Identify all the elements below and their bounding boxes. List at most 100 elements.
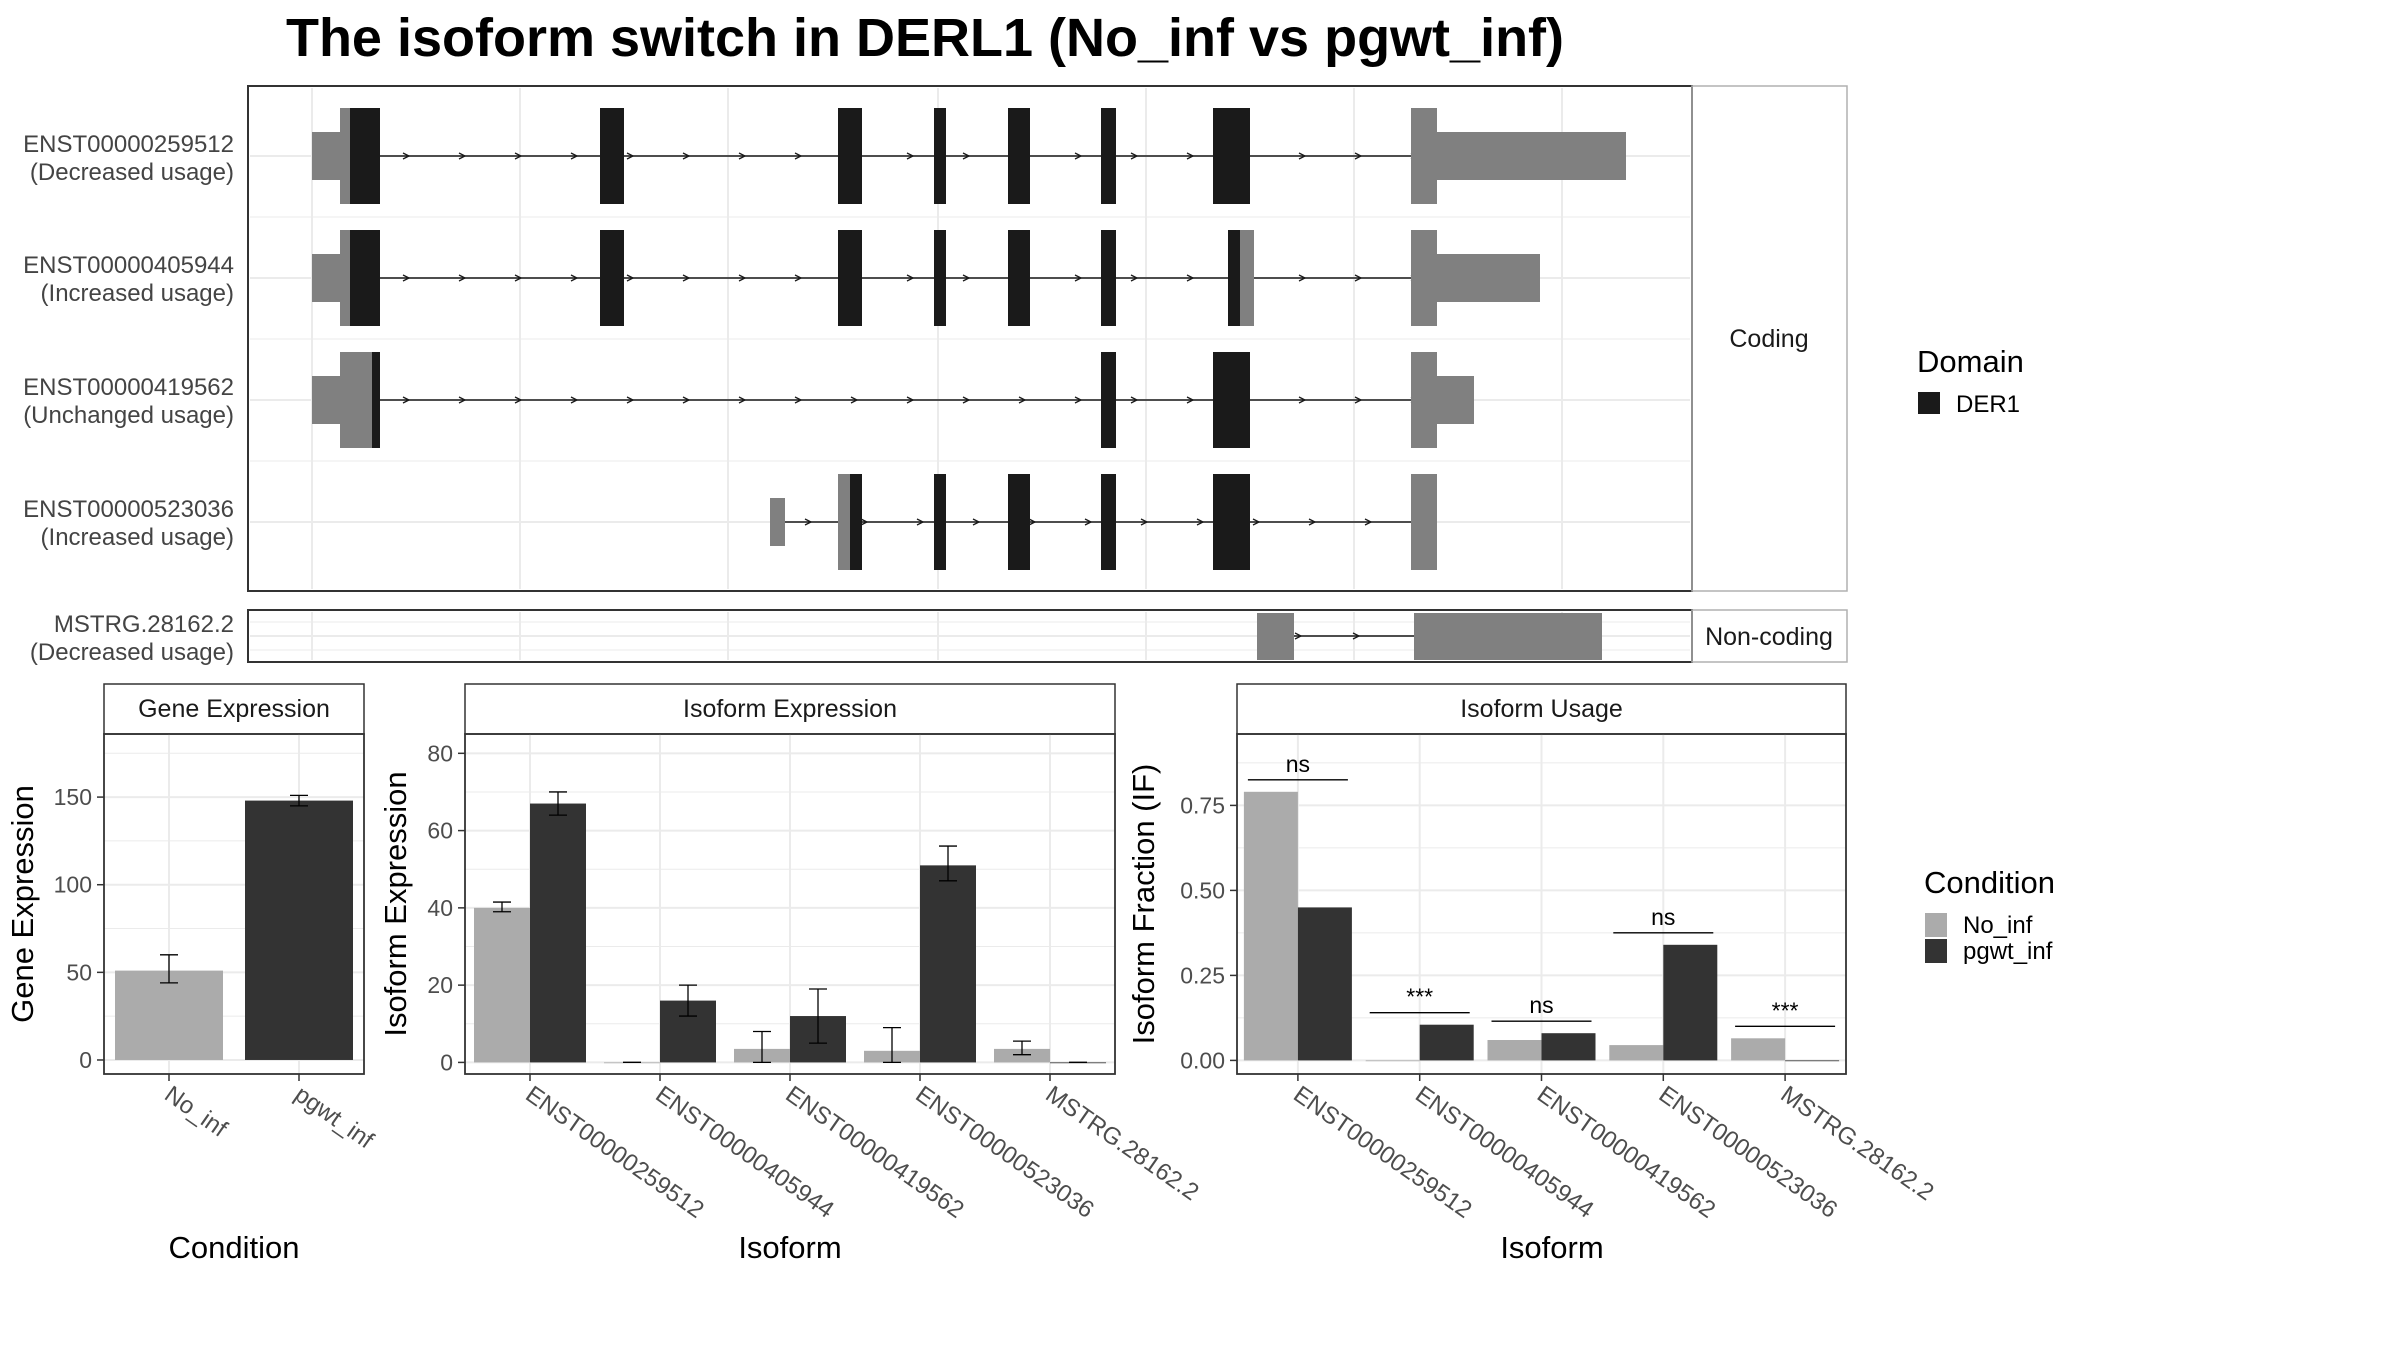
cds-exon — [934, 474, 946, 570]
utr-exon — [1411, 352, 1437, 448]
significance-label: *** — [1772, 997, 1799, 1023]
intron-arrow — [962, 152, 971, 160]
bar — [115, 970, 223, 1060]
intron-arrow — [794, 274, 803, 282]
bar — [474, 907, 530, 1063]
intron-arrow — [1130, 396, 1139, 404]
y-tick-label: 0.25 — [1180, 962, 1225, 988]
cds-exon — [350, 230, 380, 326]
intron-arrow — [962, 396, 971, 404]
intron-arrow — [1298, 152, 1307, 160]
cds-exon — [1101, 230, 1116, 326]
intron-arrow — [860, 518, 869, 526]
intron-arrow — [626, 396, 635, 404]
chart-title: Gene Expression — [138, 695, 330, 723]
utr-exon — [838, 474, 850, 570]
plot-frame — [103, 733, 365, 1075]
utr-exon — [1240, 230, 1254, 326]
transcript-id: MSTRG.28162.2 — [54, 611, 234, 638]
transcript-structure: Coding Non-coding ENST00000259512 (Decre… — [23, 85, 1848, 666]
intron-arrow — [738, 274, 747, 282]
coding-strip — [1691, 85, 1848, 592]
utr-exon — [1411, 230, 1437, 326]
utr-exon — [1437, 254, 1540, 302]
isoform-usage-chart: Isoform Usage0.000.250.500.75nsENST00000… — [1126, 683, 1939, 1265]
intron-arrow — [570, 274, 579, 282]
transcript-track — [312, 352, 1474, 448]
intron-arrow — [1074, 396, 1083, 404]
intron-arrow — [1028, 518, 1037, 526]
cds-exon — [1101, 108, 1116, 204]
x-tick-label: No_inf — [160, 1081, 233, 1143]
transcript-id: ENST00000419562 — [23, 374, 234, 401]
utr-exon — [1414, 613, 1602, 660]
intron-arrow — [1130, 274, 1139, 282]
intron-arrow — [906, 274, 915, 282]
transcript-id: ENST00000405944 — [23, 252, 234, 279]
intron-arrow — [402, 152, 411, 160]
bar — [1365, 1060, 1420, 1062]
cds-exon — [1101, 474, 1116, 570]
utr-exon — [340, 108, 350, 204]
transcript-track — [312, 230, 1540, 326]
cds-exon — [350, 108, 380, 204]
cds-exon — [1213, 352, 1250, 448]
noncoding-strip — [1691, 609, 1848, 663]
cds-exon — [600, 108, 624, 204]
transcript-status: (Decreased usage) — [30, 159, 234, 186]
bar — [1243, 791, 1298, 1061]
utr-exon — [312, 254, 340, 302]
condition-legend-swatch-no-inf — [1925, 913, 1947, 937]
utr-exon — [312, 132, 340, 180]
intron-arrow — [402, 274, 411, 282]
condition-legend-title: Condition — [1924, 865, 2055, 900]
utr-exon — [1437, 376, 1474, 424]
transcript-status: (Increased usage) — [41, 280, 234, 307]
intron-arrow — [1298, 274, 1307, 282]
intron-arrow — [972, 518, 981, 526]
figure-title: The isoform switch in DERL1 (No_inf vs p… — [286, 8, 1564, 68]
transcript-label: MSTRG.28162.2 (Decreased usage) — [30, 611, 234, 666]
cds-exon — [850, 474, 862, 570]
intron-arrow — [682, 396, 691, 404]
noncoding-track — [1257, 613, 1602, 660]
utr-exon — [1411, 108, 1437, 204]
y-tick-label: 0.75 — [1180, 792, 1225, 818]
y-tick-label: 100 — [54, 872, 92, 898]
structure-tracks — [312, 108, 1626, 660]
intron-arrow — [682, 274, 691, 282]
x-tick-label: pgwt_inf — [290, 1081, 379, 1155]
cds-exon — [934, 230, 946, 326]
bar — [530, 803, 586, 1063]
coding-strip-label: Coding — [1729, 325, 1808, 353]
y-tick-label: 40 — [427, 895, 453, 921]
cds-exon — [838, 108, 862, 204]
intron-arrow — [1018, 396, 1027, 404]
transcript-label: ENST00000419562 (Unchanged usage) — [23, 374, 234, 429]
transcript-track — [312, 108, 1626, 204]
y-tick-label: 0 — [79, 1047, 92, 1073]
significance-label: ns — [1286, 751, 1310, 777]
utr-exon — [312, 376, 340, 424]
intron-arrow — [906, 152, 915, 160]
intron-arrow — [1298, 396, 1307, 404]
intron-arrow — [626, 274, 635, 282]
cds-exon — [1008, 230, 1030, 326]
transcript-label: ENST00000259512 (Decreased usage) — [23, 131, 234, 186]
transcript-label: ENST00000523036 (Increased usage) — [23, 496, 234, 551]
transcript-track — [770, 474, 1437, 570]
intron-arrow — [1352, 632, 1361, 640]
y-tick-label: 60 — [427, 818, 453, 844]
intron-arrow — [626, 152, 635, 160]
gene-expression-chart: Gene Expression 0 50 100 150 No_inf pgwt_inf Co… — [5, 683, 379, 1265]
cds-exon — [1008, 474, 1030, 570]
utr-exon — [1437, 132, 1626, 180]
bar — [245, 800, 353, 1060]
intron-arrow — [1186, 396, 1195, 404]
significance-label: ns — [1651, 904, 1675, 930]
condition-legend-label-pgwt-inf: pgwt_inf — [1963, 938, 2053, 965]
domain-legend-title: Domain — [1917, 344, 2024, 379]
domain-legend: Domain DER1 — [1917, 344, 2024, 418]
intron-arrow — [1196, 518, 1205, 526]
bar — [1541, 1033, 1596, 1061]
